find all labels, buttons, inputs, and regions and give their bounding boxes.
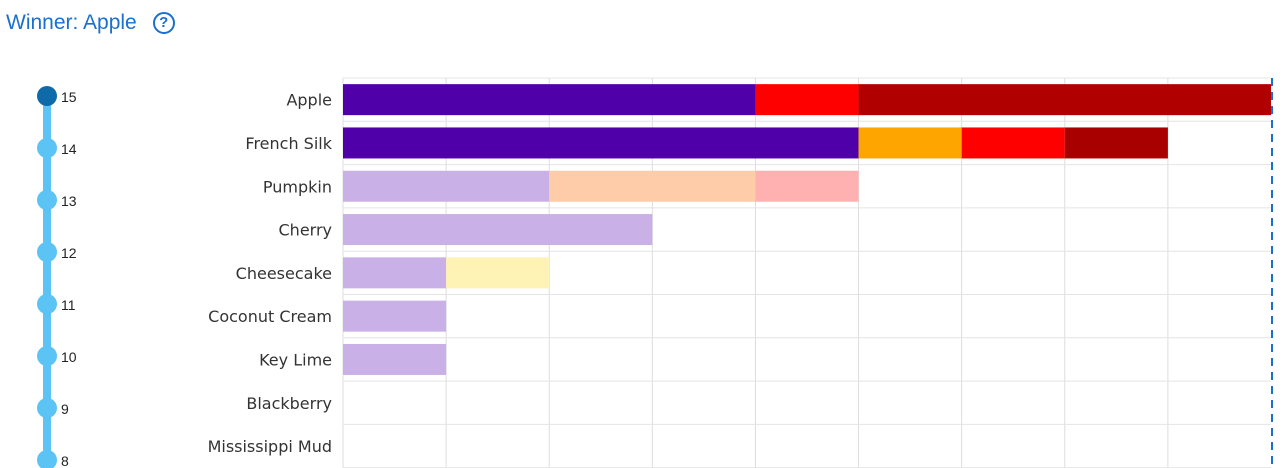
bar-segment[interactable] — [549, 170, 756, 202]
bar-segment[interactable] — [755, 170, 859, 202]
slider-step-dot[interactable] — [37, 242, 57, 262]
slider-step-label: 14 — [61, 141, 77, 157]
slider-step-label: 12 — [61, 245, 77, 261]
slider-step-dot[interactable] — [37, 398, 57, 418]
bar-segment[interactable] — [961, 127, 1065, 159]
category-label: Key Lime — [259, 350, 332, 369]
category-label: Cheesecake — [236, 264, 332, 283]
slider-step-label: 13 — [61, 193, 77, 209]
category-label: Mississippi Mud — [208, 437, 332, 456]
bar-segment[interactable] — [755, 84, 859, 116]
winner-title: Winner: Apple — [6, 11, 137, 34]
slider-step-label: 15 — [61, 89, 77, 105]
slider-step-dot[interactable] — [37, 190, 57, 210]
bar-segment[interactable] — [858, 127, 962, 159]
slider-step-label: 8 — [61, 453, 69, 468]
slider-step-dot[interactable] — [37, 138, 57, 158]
category-label: Pumpkin — [263, 177, 332, 196]
bar-segment[interactable] — [343, 343, 447, 375]
header: Winner: Apple ? — [6, 8, 175, 38]
slider-step-dot[interactable] — [37, 294, 57, 314]
bar-segment[interactable] — [858, 84, 1271, 116]
category-label: Blackberry — [246, 394, 332, 413]
slider-step-dot[interactable] — [37, 450, 57, 468]
slider-step-label: 11 — [61, 297, 76, 313]
bar-segment[interactable] — [343, 214, 653, 246]
bar-segment[interactable] — [343, 127, 859, 159]
question-circle-icon[interactable]: ? — [152, 12, 175, 34]
category-label: Apple — [286, 91, 332, 110]
category-label: Coconut Cream — [208, 307, 332, 326]
bar-segment[interactable] — [1064, 127, 1168, 159]
bar-segment[interactable] — [446, 257, 550, 289]
slider-handle[interactable] — [37, 86, 57, 106]
slider-step-label: 9 — [61, 401, 69, 417]
slider-step-label: 10 — [61, 349, 77, 365]
round-slider[interactable]: 15 14 13 12 11 10 9 8 — [0, 0, 120, 468]
bar-segment[interactable] — [343, 170, 550, 202]
bar-segment[interactable] — [343, 300, 447, 332]
category-label: French Silk — [245, 134, 332, 153]
category-label: Cherry — [279, 221, 333, 240]
bar-segment[interactable] — [343, 257, 447, 289]
bar-segment[interactable] — [343, 84, 756, 116]
slider-step-dot[interactable] — [37, 346, 57, 366]
